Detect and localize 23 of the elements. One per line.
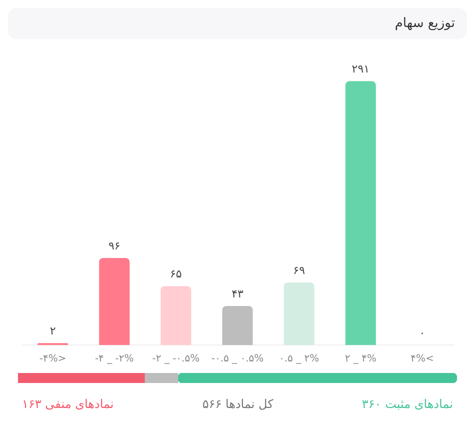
data-label: ۲۹۱ <box>352 62 370 76</box>
bar <box>160 286 192 345</box>
data-label: ۶۵ <box>170 267 182 280</box>
x-tick-label: ۲ _ ۴% <box>344 354 376 365</box>
data-label: ۲ <box>50 324 56 338</box>
x-tick-label: ۴%< <box>410 354 434 365</box>
text: نمادهای منفی ۱۶۳ <box>22 397 114 411</box>
x-tick-label: -۲ _ -۰.۵% <box>152 354 200 365</box>
bar <box>222 306 253 345</box>
x-tick-label: -۰.۵ _ ۰.۵% <box>211 354 264 365</box>
x-tick-label: -۴%> <box>39 354 66 365</box>
bar <box>345 81 376 345</box>
bar <box>99 258 130 345</box>
data-label: ۴۳ <box>232 287 244 300</box>
text: نمادهای مثبت ۳۶۰ <box>362 397 453 411</box>
chart-title: توزیع سهام <box>8 8 467 39</box>
x-tick-label: ۰.۵ _ ۲% <box>278 354 320 365</box>
x-tick-label: -۴ _ -۲% <box>94 354 134 365</box>
data-label: ۹۶ <box>108 239 120 252</box>
bar <box>284 282 314 345</box>
text: کل نمادها ۵۶۶ <box>202 397 274 411</box>
data-label: ۰ <box>419 326 426 340</box>
data-label: ۶۹ <box>293 264 306 277</box>
